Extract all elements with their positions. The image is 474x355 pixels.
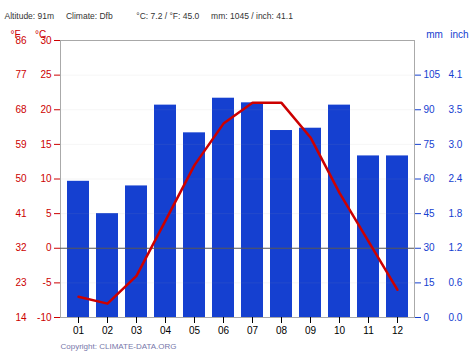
svg-text:50: 50 bbox=[15, 173, 27, 184]
svg-text:30: 30 bbox=[40, 34, 52, 46]
svg-text:25: 25 bbox=[40, 69, 52, 80]
svg-text:3.5: 3.5 bbox=[449, 104, 463, 115]
svg-text:-10: -10 bbox=[37, 312, 52, 323]
svg-text:68: 68 bbox=[15, 104, 27, 115]
svg-text:59: 59 bbox=[15, 139, 27, 150]
svg-text:12: 12 bbox=[392, 325, 404, 336]
svg-text:05: 05 bbox=[189, 325, 201, 336]
svg-text:-5: -5 bbox=[43, 277, 52, 288]
svg-text:3.0: 3.0 bbox=[449, 139, 463, 150]
svg-text:5: 5 bbox=[46, 208, 52, 219]
svg-text:2.4: 2.4 bbox=[449, 173, 463, 184]
svg-text:105: 105 bbox=[424, 69, 441, 80]
svg-text:°C: °C bbox=[35, 29, 46, 40]
svg-text:06: 06 bbox=[218, 325, 230, 336]
svg-text:0: 0 bbox=[424, 312, 430, 323]
svg-text:60: 60 bbox=[424, 173, 436, 184]
svg-text:32: 32 bbox=[15, 242, 27, 253]
svg-text:1.8: 1.8 bbox=[449, 208, 463, 219]
svg-text:03: 03 bbox=[131, 325, 143, 336]
svg-text:10: 10 bbox=[334, 325, 346, 336]
svg-text:4.1: 4.1 bbox=[449, 69, 463, 80]
svg-text:Copyright: CLIMATE-DATA.ORG: Copyright: CLIMATE-DATA.ORG bbox=[61, 342, 177, 351]
svg-text:inch: inch bbox=[450, 29, 468, 40]
svg-text:°F: °F bbox=[10, 29, 20, 40]
svg-text:86: 86 bbox=[15, 34, 27, 46]
svg-text:1.2: 1.2 bbox=[449, 242, 463, 253]
svg-text:08: 08 bbox=[276, 325, 288, 336]
svg-text:09: 09 bbox=[305, 325, 317, 336]
svg-text:15: 15 bbox=[40, 139, 52, 150]
svg-text:mm: mm bbox=[426, 29, 443, 40]
svg-text:Altitude: 91m Climate: Dfb: Altitude: 91m Climate: Dfb °C: 7.2 / °F:… bbox=[5, 11, 294, 21]
svg-text:02: 02 bbox=[102, 325, 114, 336]
svg-text:11: 11 bbox=[363, 325, 374, 336]
svg-text:0.0: 0.0 bbox=[449, 312, 463, 323]
svg-text:07: 07 bbox=[247, 325, 259, 336]
svg-text:14: 14 bbox=[15, 312, 27, 323]
svg-text:01: 01 bbox=[73, 325, 85, 336]
svg-text:0: 0 bbox=[46, 242, 52, 253]
svg-text:45: 45 bbox=[424, 208, 436, 219]
svg-text:30: 30 bbox=[424, 242, 436, 253]
svg-text:10: 10 bbox=[40, 173, 52, 184]
svg-text:23: 23 bbox=[15, 277, 27, 288]
svg-text:90: 90 bbox=[424, 104, 436, 115]
svg-text:15: 15 bbox=[424, 277, 436, 288]
svg-text:41: 41 bbox=[15, 208, 27, 219]
svg-text:77: 77 bbox=[15, 69, 27, 80]
svg-text:20: 20 bbox=[40, 104, 52, 115]
svg-text:04: 04 bbox=[160, 325, 172, 336]
svg-text:0.6: 0.6 bbox=[449, 277, 463, 288]
svg-text:75: 75 bbox=[424, 139, 436, 150]
